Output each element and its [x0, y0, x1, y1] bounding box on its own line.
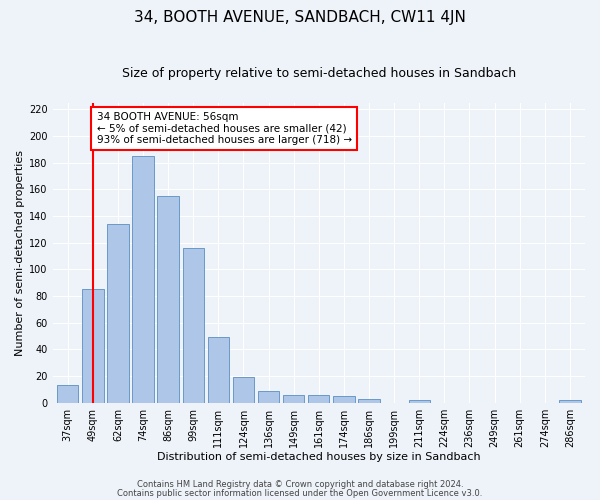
Text: Contains HM Land Registry data © Crown copyright and database right 2024.: Contains HM Land Registry data © Crown c… [137, 480, 463, 489]
Bar [182, 248, 204, 402]
Text: 34, BOOTH AVENUE, SANDBACH, CW11 4JN: 34, BOOTH AVENUE, SANDBACH, CW11 4JN [134, 10, 466, 25]
Bar [57, 386, 79, 402]
Text: 34 BOOTH AVENUE: 56sqm
← 5% of semi-detached houses are smaller (42)
93% of semi: 34 BOOTH AVENUE: 56sqm ← 5% of semi-deta… [97, 112, 352, 145]
Bar [133, 156, 154, 402]
Bar [409, 400, 430, 402]
Bar [258, 390, 279, 402]
Bar [82, 290, 104, 403]
Bar [358, 398, 380, 402]
Bar [233, 378, 254, 402]
Title: Size of property relative to semi-detached houses in Sandbach: Size of property relative to semi-detach… [122, 68, 516, 80]
Bar [559, 400, 581, 402]
Bar [107, 224, 128, 402]
Y-axis label: Number of semi-detached properties: Number of semi-detached properties [15, 150, 25, 356]
Text: Contains public sector information licensed under the Open Government Licence v3: Contains public sector information licen… [118, 488, 482, 498]
Bar [333, 396, 355, 402]
Bar [208, 338, 229, 402]
Bar [283, 394, 304, 402]
X-axis label: Distribution of semi-detached houses by size in Sandbach: Distribution of semi-detached houses by … [157, 452, 481, 462]
Bar [308, 394, 329, 402]
Bar [157, 196, 179, 402]
